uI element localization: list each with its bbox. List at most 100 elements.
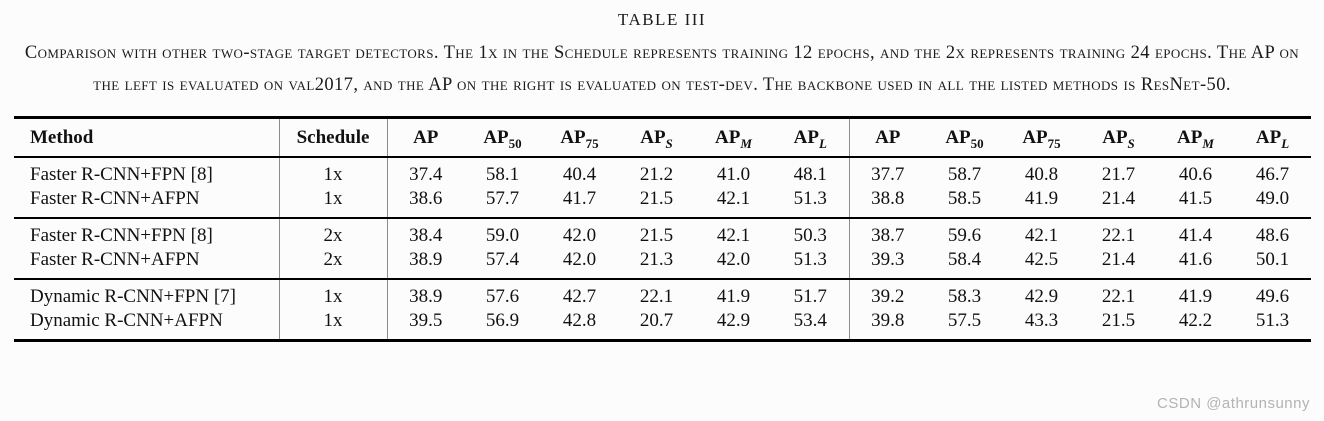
header-subscript: 75 <box>1047 135 1061 151</box>
col-header-ap: AP <box>849 117 926 158</box>
table-row: Faster R-CNN+FPN [8] 2x 38.4 59.0 42.0 21.5 42… <box>14 217 1311 248</box>
ap-value-cell: 58.3 <box>926 278 1003 309</box>
results-table: Method Schedule AP AP50 AP75 APS APM APL AP AP50 A… <box>14 116 1311 342</box>
header-subscript: M <box>1202 135 1214 151</box>
ap-value-cell: 38.8 <box>871 188 905 209</box>
header-label: AP <box>793 127 819 148</box>
table-row: Dynamic R-CNN+AFPN 1x 39.5 56.9 42.8 20.7 42.9… <box>14 309 1311 341</box>
col-header-schedule: Schedule <box>279 117 388 158</box>
schedule-cell: 1x <box>279 157 388 187</box>
col-header-aps: APS <box>618 117 695 158</box>
ap-value-cell: 41.0 <box>716 164 751 185</box>
ap-value-cell: 56.9 <box>485 310 520 331</box>
table-row: Faster R-CNN+FPN [8] 1x 37.4 58.1 40.4 21.2 41… <box>14 157 1311 187</box>
col-header-ap50: AP50 <box>464 117 541 158</box>
method-cell: Dynamic R-CNN+FPN [7] <box>14 278 280 309</box>
method-cell: Dynamic R-CNN+AFPN <box>14 309 280 341</box>
ap-value-cell: 58.5 <box>947 188 982 209</box>
ap-value-cell: 57.5 <box>947 310 982 331</box>
row-group-3: Dynamic R-CNN+FPN [7] 1x 38.9 57.6 42.7 22.1 4… <box>14 278 1311 341</box>
ap-value-cell: 21.2 <box>639 164 674 185</box>
header-label: AP <box>640 127 666 148</box>
col-header-apm: APM <box>695 117 772 158</box>
method-cell: Faster R-CNN+AFPN <box>14 187 280 218</box>
ap-value-cell: 42.0 <box>541 217 618 248</box>
ap-value-cell: 57.7 <box>485 188 520 209</box>
col-header-method: Method <box>14 117 280 158</box>
col-header-aps: APS <box>1080 117 1157 158</box>
header-label: Schedule <box>296 127 370 148</box>
ap-value-cell: 42.0 <box>562 249 597 270</box>
col-header-ap75: AP75 <box>1003 117 1080 158</box>
ap-value-cell: 21.4 <box>1101 249 1136 270</box>
header-label: AP <box>560 127 586 148</box>
ap-value-cell: 21.4 <box>1101 188 1136 209</box>
header-subscript: L <box>818 135 827 151</box>
table-row: Faster R-CNN+AFPN 1x 38.6 57.7 41.7 21.5 42.1 5… <box>14 187 1311 218</box>
header-label: AP <box>1022 127 1048 148</box>
col-header-apl: APL <box>1234 117 1311 158</box>
ap-value-cell: 20.7 <box>639 310 674 331</box>
ap-value-cell: 49.6 <box>1234 278 1311 309</box>
header-subscript: S <box>1127 135 1135 151</box>
ap-value-cell: 41.7 <box>562 188 597 209</box>
method-cell: Faster R-CNN+AFPN <box>14 248 280 279</box>
header-label: AP <box>1177 127 1203 148</box>
header-label: AP <box>1102 127 1128 148</box>
ap-value-cell: 22.1 <box>1080 278 1157 309</box>
ap-value-cell: 50.1 <box>1255 249 1290 270</box>
ap-value-cell: 50.3 <box>772 217 850 248</box>
ap-value-cell: 38.9 <box>409 249 443 270</box>
table-header: Method Schedule AP AP50 AP75 APS APM APL AP AP50 A… <box>14 117 1311 158</box>
header-subscript: 75 <box>585 135 599 151</box>
header-label: AP <box>945 127 971 148</box>
ap-value-cell: 42.1 <box>695 217 772 248</box>
header-label: AP <box>413 127 439 148</box>
ap-value-cell: 51.3 <box>772 248 850 279</box>
header-label: AP <box>1255 127 1282 148</box>
schedule-cell: 1x <box>279 187 388 218</box>
table-row: Faster R-CNN+AFPN 2x 38.9 57.4 42.0 21.3 42.0 5… <box>14 248 1311 279</box>
table-row: Dynamic R-CNN+FPN [7] 1x 38.9 57.6 42.7 22.1 4… <box>14 278 1311 309</box>
ap-value-cell: 41.4 <box>1157 217 1234 248</box>
ap-value-cell: 51.7 <box>772 278 850 309</box>
ap-value-cell: 37.4 <box>409 164 443 185</box>
schedule-cell: 1x <box>279 309 388 341</box>
header-label: AP <box>875 127 901 148</box>
ap-value-cell: 42.1 <box>1003 217 1080 248</box>
header-subscript: L <box>1281 135 1290 151</box>
ap-value-cell: 39.8 <box>871 310 905 331</box>
ap-value-cell: 41.6 <box>1178 249 1213 270</box>
ap-value-cell: 41.9 <box>1024 188 1059 209</box>
ap-value-cell: 39.2 <box>849 278 926 309</box>
ap-value-cell: 57.6 <box>464 278 541 309</box>
header-subscript: M <box>740 135 752 151</box>
ap-value-cell: 49.0 <box>1255 188 1290 209</box>
ap-value-cell: 22.1 <box>1080 217 1157 248</box>
ap-value-cell: 58.1 <box>485 164 520 185</box>
header-subscript: S <box>665 135 673 151</box>
ap-value-cell: 22.1 <box>618 278 695 309</box>
ap-value-cell: 38.6 <box>409 188 443 209</box>
ap-value-cell: 57.4 <box>485 249 520 270</box>
ap-value-cell: 42.0 <box>716 249 751 270</box>
ap-value-cell: 21.5 <box>639 188 674 209</box>
ap-value-cell: 42.9 <box>716 310 751 331</box>
ap-value-cell: 21.7 <box>1101 164 1136 185</box>
ap-value-cell: 41.5 <box>1178 188 1213 209</box>
header-row: Method Schedule AP AP50 AP75 APS APM APL AP AP50 A… <box>14 117 1311 158</box>
col-header-ap: AP <box>387 117 464 158</box>
ap-value-cell: 41.9 <box>1157 278 1234 309</box>
ap-value-cell: 42.2 <box>1178 310 1213 331</box>
method-cell: Faster R-CNN+FPN [8] <box>14 157 280 187</box>
ap-value-cell: 21.3 <box>639 249 674 270</box>
row-group-1: Faster R-CNN+FPN [8] 1x 37.4 58.1 40.4 21.2 41… <box>14 157 1311 218</box>
schedule-cell: 2x <box>279 217 388 248</box>
table-caption: Comparison with other two-stage target d… <box>24 43 1300 95</box>
ap-value-cell: 38.4 <box>387 217 464 248</box>
ap-value-cell: 21.5 <box>618 217 695 248</box>
ap-value-cell: 42.8 <box>562 310 597 331</box>
ap-value-cell: 42.9 <box>1003 278 1080 309</box>
ap-value-cell: 41.9 <box>695 278 772 309</box>
ap-value-cell: 59.6 <box>926 217 1003 248</box>
